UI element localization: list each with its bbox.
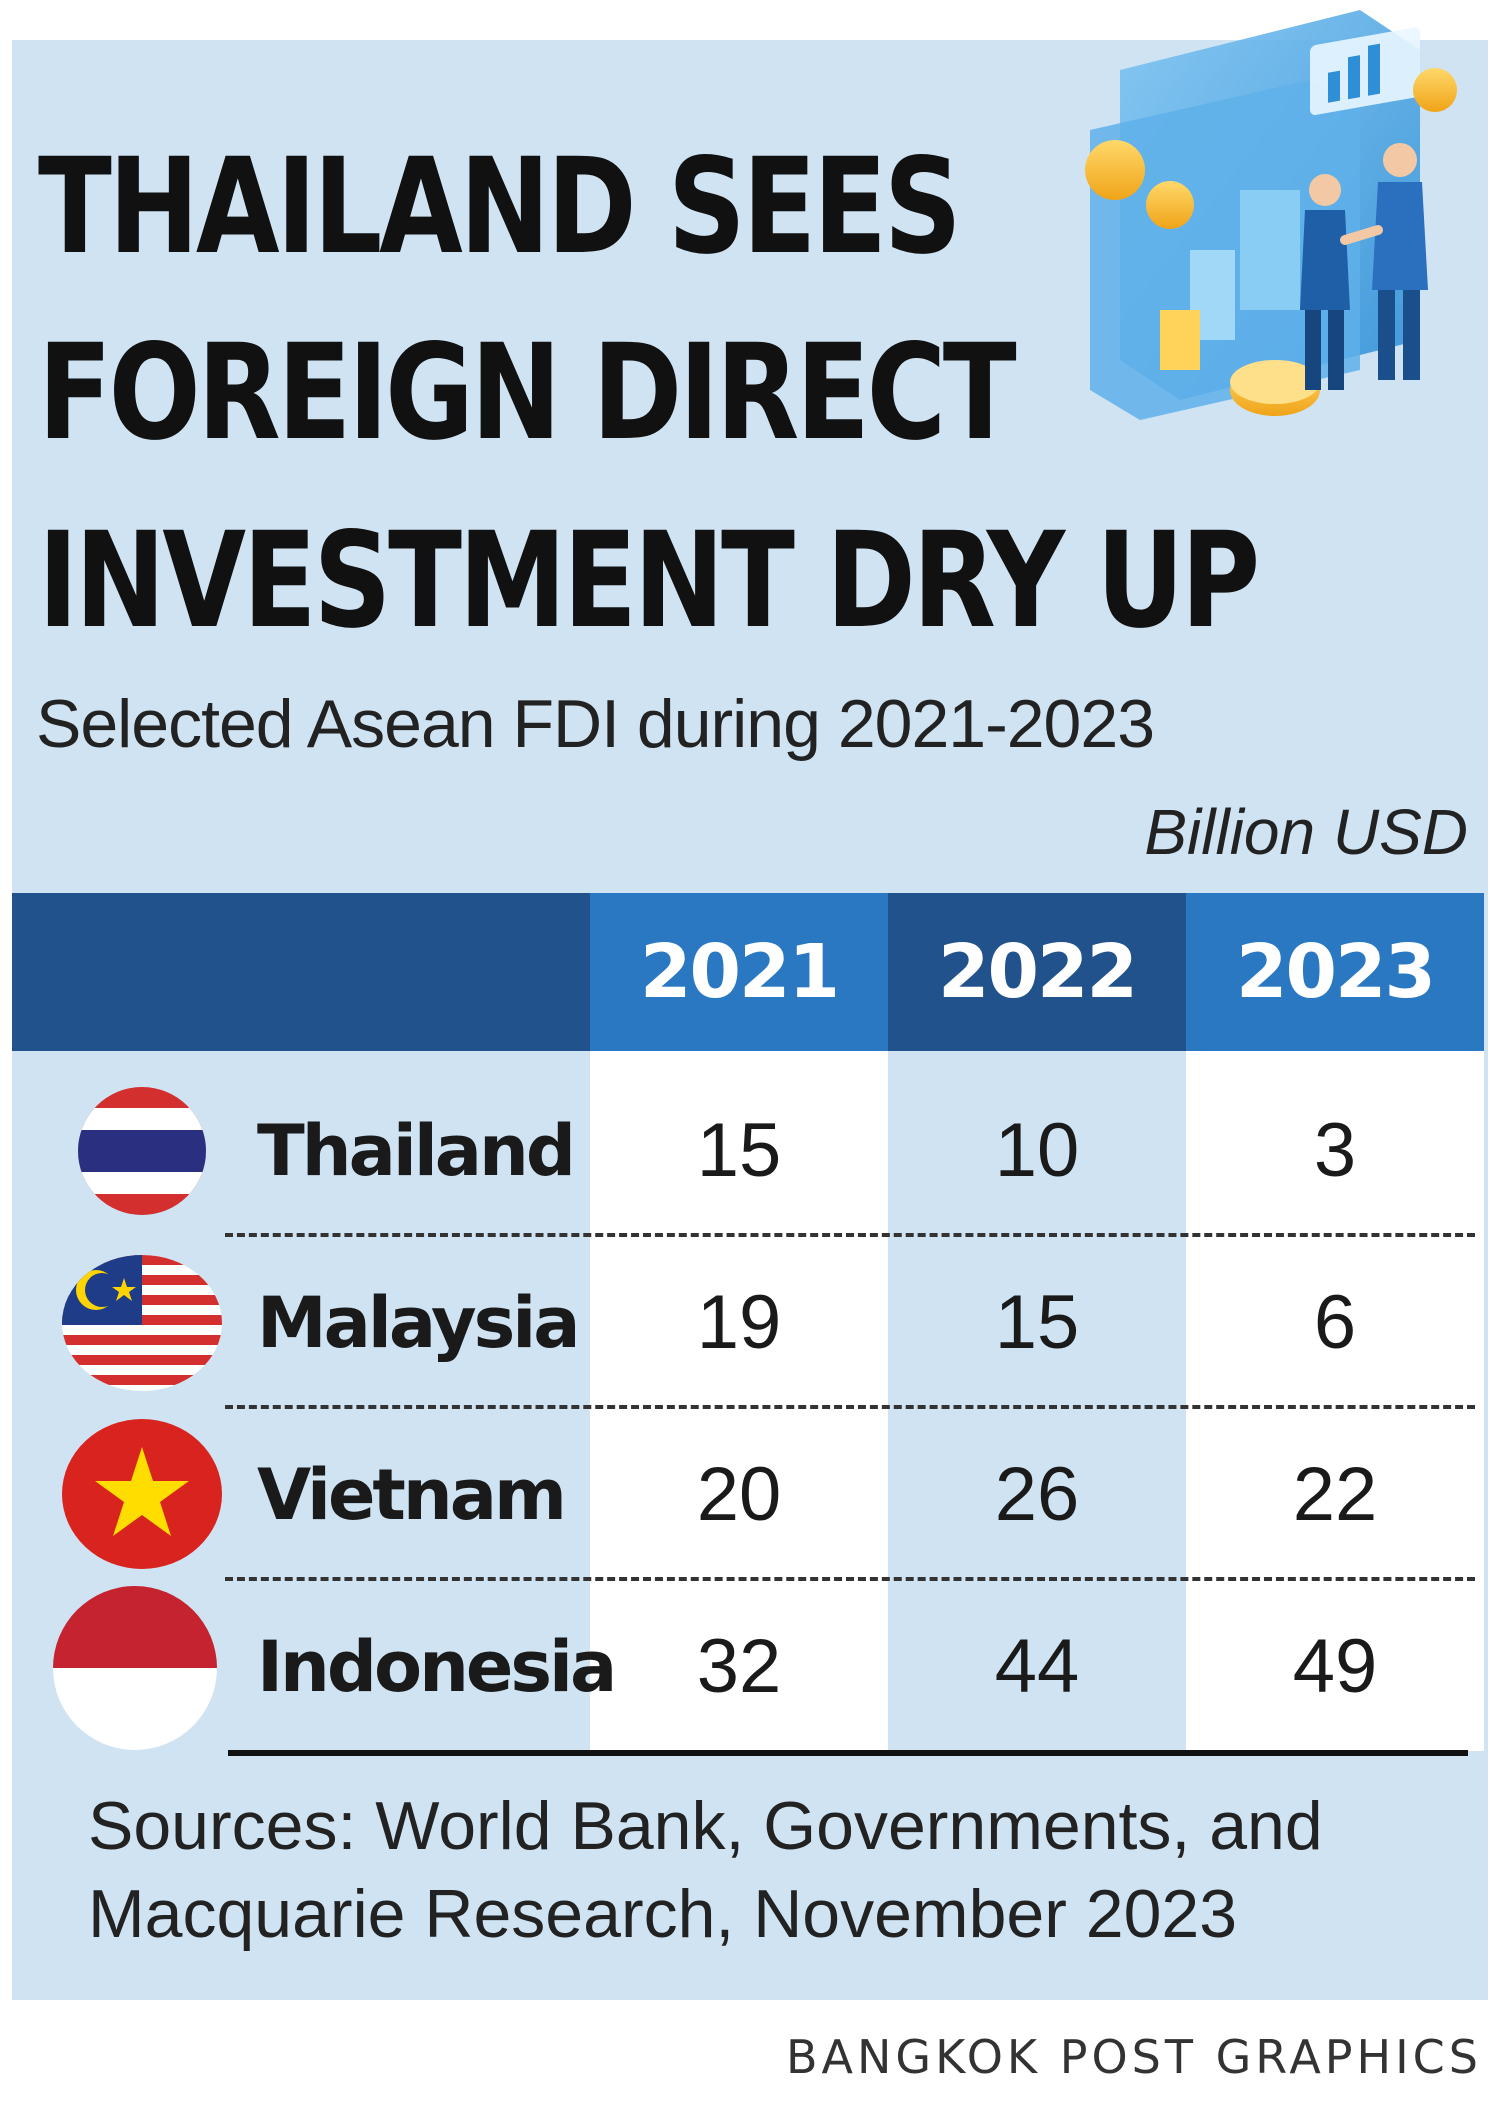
table-row-thailand: Thailand 15 10 3 bbox=[12, 1065, 1488, 1237]
subtitle: Selected Asean FDI during 2021-2023 bbox=[36, 686, 1155, 762]
title-line-3: INVESTMENT DRY UP bbox=[38, 504, 1260, 658]
column-header-2023: 2023 bbox=[1186, 893, 1484, 1051]
row-divider bbox=[225, 1405, 1475, 1409]
column-2023: 2023 bbox=[1186, 893, 1484, 1751]
value-cell: 26 bbox=[994, 1452, 1080, 1537]
malaysia-flag-icon bbox=[62, 1255, 222, 1391]
value-cell: 10 bbox=[994, 1108, 1080, 1193]
business-handshake-illustration bbox=[1085, 10, 1457, 420]
sources-note: Sources: World Bank, Governments, and Ma… bbox=[88, 1782, 1323, 1958]
graphics-credit: BANGKOK POST GRAPHICS bbox=[785, 2030, 1482, 2084]
column-header-2022: 2022 bbox=[888, 893, 1186, 1051]
country-label: Thailand bbox=[257, 1110, 576, 1192]
country-label: Malaysia bbox=[257, 1282, 580, 1364]
value-cell: 32 bbox=[696, 1624, 782, 1709]
value-cell: 15 bbox=[994, 1280, 1080, 1365]
table-header bbox=[12, 893, 590, 1051]
value-cell: 3 bbox=[1313, 1108, 1357, 1193]
value-cell: 19 bbox=[696, 1280, 782, 1365]
vietnam-flag-icon bbox=[62, 1419, 222, 1569]
column-2022: 2022 bbox=[888, 893, 1186, 1751]
table-bottom-rule bbox=[228, 1750, 1468, 1756]
table-row-indonesia: Indonesia 32 44 49 bbox=[12, 1581, 1488, 1753]
indonesia-flag-icon bbox=[53, 1586, 217, 1750]
sources-line-1: Sources: World Bank, Governments, and bbox=[88, 1788, 1323, 1864]
table-row-vietnam: Vietnam 20 26 22 bbox=[12, 1409, 1488, 1581]
value-cell: 22 bbox=[1292, 1452, 1378, 1537]
value-cell: 20 bbox=[696, 1452, 782, 1537]
value-cell: 49 bbox=[1292, 1624, 1378, 1709]
unit-label: Billion USD bbox=[1144, 796, 1468, 868]
thailand-flag-icon bbox=[78, 1087, 206, 1215]
value-cell: 6 bbox=[1313, 1280, 1357, 1365]
country-label: Indonesia bbox=[257, 1626, 617, 1708]
sources-line-2: Macquarie Research, November 2023 bbox=[88, 1876, 1238, 1952]
column-header-2021: 2021 bbox=[590, 893, 888, 1051]
value-cell: 15 bbox=[696, 1108, 782, 1193]
row-divider bbox=[225, 1577, 1475, 1581]
country-label: Vietnam bbox=[257, 1454, 567, 1536]
title-line-2: FOREIGN DIRECT bbox=[38, 316, 1017, 470]
table-row-malaysia: Malaysia 19 15 6 bbox=[12, 1237, 1488, 1409]
column-2021: 2021 bbox=[590, 893, 888, 1751]
value-cell: 44 bbox=[994, 1624, 1080, 1709]
row-divider bbox=[225, 1233, 1475, 1237]
title-line-1: THAILAND SEES bbox=[38, 130, 962, 284]
